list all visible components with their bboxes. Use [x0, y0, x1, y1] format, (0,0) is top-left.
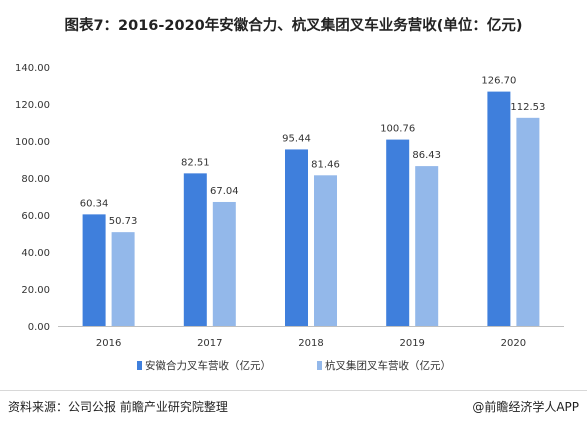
- y-tick-label: 60.00: [21, 211, 50, 222]
- footer-brand: @前瞻经济学人APP: [472, 400, 579, 414]
- bar-hangcha-2016: [111, 232, 135, 326]
- y-tick-label: 0.00: [28, 322, 50, 333]
- data-label: 100.76: [380, 124, 415, 135]
- bar-hangcha-2017: [212, 201, 236, 326]
- data-label: 112.53: [510, 102, 545, 113]
- y-tick-label: 140.00: [15, 63, 50, 74]
- x-tick-label: 2018: [298, 338, 323, 349]
- y-tick-label: 80.00: [21, 174, 50, 185]
- bar-heli-2017: [183, 173, 207, 326]
- data-label: 81.46: [311, 159, 340, 170]
- bar-hangcha-2019: [415, 166, 439, 326]
- data-label: 126.70: [481, 76, 516, 87]
- legend-swatch: [317, 361, 322, 370]
- legend-label: 杭叉集团叉车营收（亿元）: [325, 359, 451, 372]
- data-label: 60.34: [80, 198, 109, 209]
- y-tick-label: 40.00: [21, 248, 50, 259]
- bar-hangcha-2020: [516, 117, 540, 327]
- bar-heli-2020: [487, 91, 511, 326]
- x-tick-label: 2020: [501, 338, 526, 349]
- bar-heli-2018: [285, 149, 308, 326]
- bar-chart: 0.00 20.00 40.00 60.00 80.00 100.00 120.00 140.…: [15, 63, 564, 372]
- data-label: 86.43: [412, 150, 441, 161]
- legend-swatch: [137, 361, 142, 370]
- footer-divider: [0, 390, 587, 391]
- data-label: 50.73: [109, 216, 138, 227]
- x-tick-label: 2017: [197, 338, 222, 349]
- data-label: 67.04: [210, 186, 239, 197]
- data-label: 95.44: [282, 133, 311, 144]
- x-tick-label: 2016: [96, 338, 121, 349]
- legend-label: 安徽合力叉车营收（亿元）: [145, 359, 271, 372]
- y-tick-label: 100.00: [15, 137, 50, 148]
- y-tick-label: 120.00: [15, 100, 50, 111]
- x-tick-label: 2019: [399, 338, 424, 349]
- chart-title: 图表7：2016-2020年安徽合力、杭叉集团叉车业务营收(单位：亿元): [64, 18, 523, 34]
- bar-heli-2019: [386, 139, 410, 326]
- bar-hangcha-2018: [314, 175, 337, 326]
- bar-heli-2016: [82, 214, 106, 326]
- y-tick-label: 20.00: [21, 285, 50, 296]
- footer-source: 资料来源：公司公报 前瞻产业研究院整理: [8, 400, 228, 414]
- data-label: 82.51: [181, 157, 210, 168]
